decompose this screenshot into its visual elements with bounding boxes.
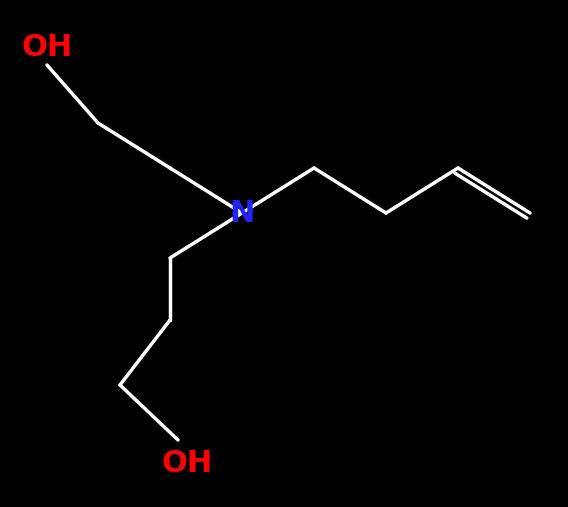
Text: N: N: [229, 199, 254, 228]
Text: OH: OH: [161, 450, 212, 479]
Text: OH: OH: [22, 32, 73, 61]
